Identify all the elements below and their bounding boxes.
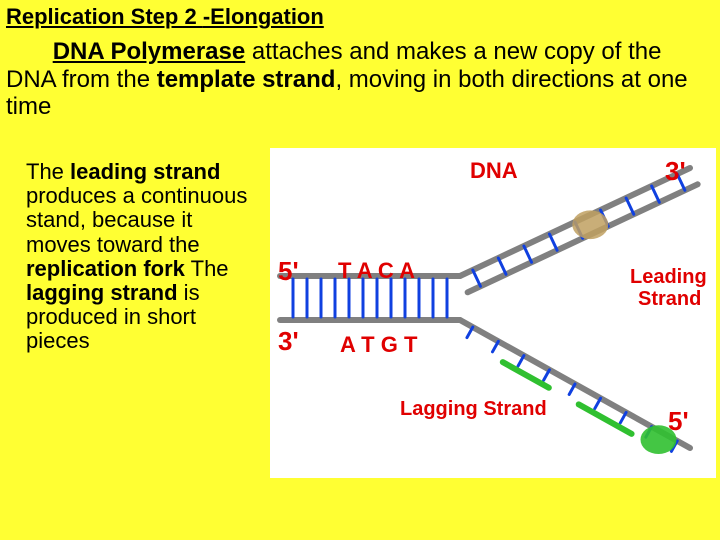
label-taca: T A C A — [338, 258, 415, 284]
label-leading-2: Strand — [638, 288, 701, 311]
term-replication-fork: replication fork — [26, 256, 185, 281]
label-5-prime-left: 5' — [278, 256, 299, 287]
label-3-prime-top: 3' — [665, 156, 686, 187]
slide-title: Replication Step 2 -Elongation — [6, 4, 324, 30]
replication-fork-diagram — [270, 148, 716, 478]
slide: Replication Step 2 -Elongation DNA Polym… — [0, 0, 720, 540]
label-dna: DNA — [470, 158, 518, 184]
title-part-1: Replication Step 2 — [6, 4, 203, 29]
term-lagging-strand: lagging strand — [26, 280, 178, 305]
label-atgt: A T G T — [340, 332, 417, 358]
para2-t0: The — [26, 159, 70, 184]
title-part-2: -Elongation — [203, 4, 324, 29]
indent — [6, 38, 53, 65]
label-lagging: Lagging Strand — [400, 398, 547, 421]
label-leading-1: Leading — [630, 266, 707, 289]
intro-paragraph: DNA Polymerase attaches and makes a new … — [6, 38, 714, 121]
para2-t2: The — [185, 256, 229, 281]
term-leading-strand: leading strand — [70, 159, 220, 184]
para2-t1: produces a continuous stand, because it … — [26, 183, 247, 256]
label-5-prime-br: 5' — [668, 406, 689, 437]
label-3-prime-left: 3' — [278, 326, 299, 357]
diagram-panel: DNA 3' 5' T A C A Leading Strand 3' A T … — [270, 148, 716, 478]
term-template-strand: template strand — [157, 66, 336, 93]
term-dna-polymerase: DNA Polymerase — [53, 38, 246, 65]
strand-paragraph: The leading strand produces a continuous… — [26, 160, 261, 354]
